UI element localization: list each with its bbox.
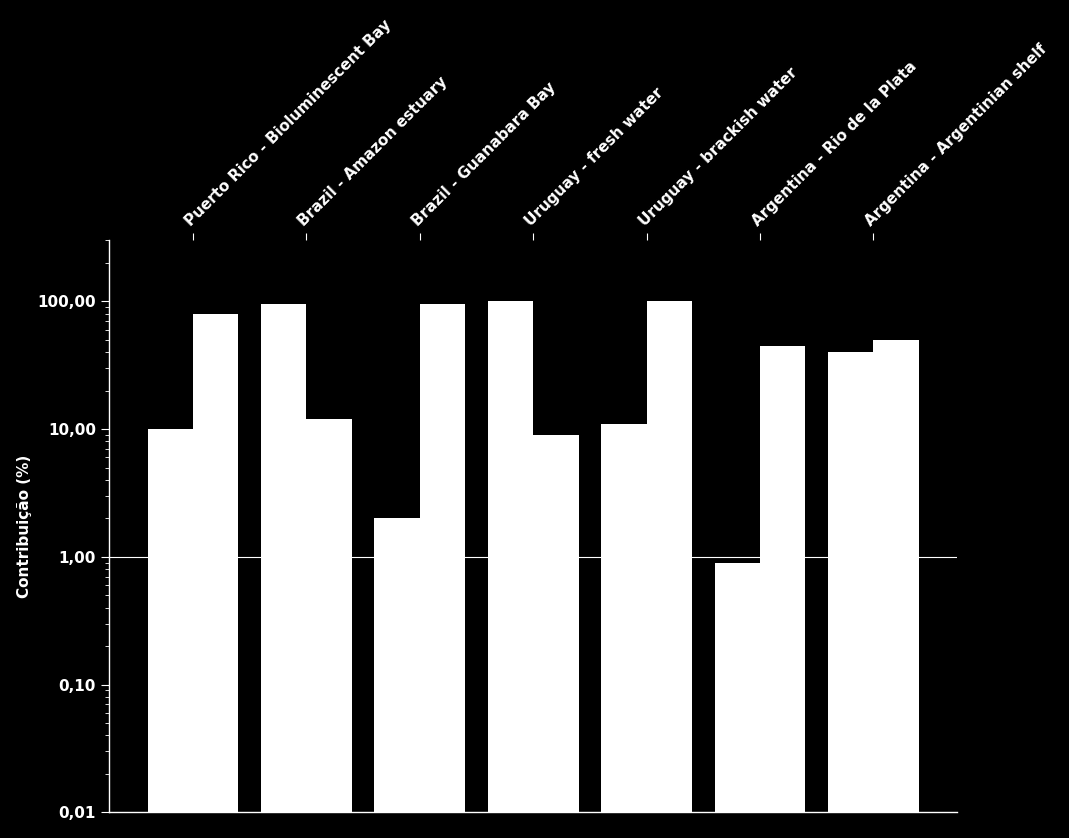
- Bar: [307, 419, 352, 838]
- Bar: [261, 304, 307, 838]
- Bar: [828, 352, 873, 838]
- Bar: [307, 790, 352, 838]
- Bar: [601, 424, 647, 838]
- Bar: [873, 340, 919, 838]
- Bar: [760, 345, 805, 838]
- Bar: [647, 302, 692, 838]
- Y-axis label: Contribuição (%): Contribuição (%): [17, 455, 32, 598]
- Bar: [533, 585, 578, 838]
- Bar: [193, 313, 238, 838]
- Bar: [374, 519, 420, 838]
- Bar: [760, 680, 805, 838]
- Bar: [283, 723, 329, 838]
- Bar: [715, 566, 760, 838]
- Bar: [420, 304, 465, 838]
- Bar: [533, 435, 578, 838]
- Bar: [715, 562, 760, 838]
- Bar: [148, 429, 193, 838]
- Bar: [261, 670, 307, 838]
- Bar: [487, 302, 533, 838]
